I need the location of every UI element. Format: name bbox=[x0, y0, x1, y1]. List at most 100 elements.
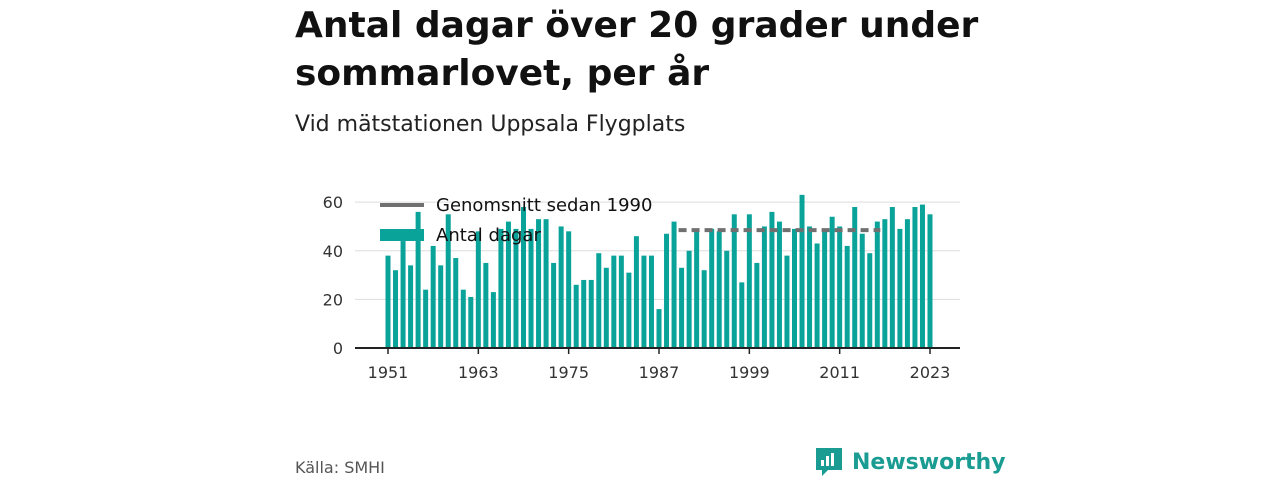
bar-2009 bbox=[822, 231, 828, 348]
bar-1951 bbox=[385, 255, 391, 348]
bar-2023 bbox=[927, 214, 933, 348]
bar-1969 bbox=[521, 207, 526, 348]
bar-2016 bbox=[874, 221, 880, 348]
brand-name: Newsworthy bbox=[852, 449, 1006, 475]
bar-1956 bbox=[423, 289, 429, 348]
bar-1974 bbox=[558, 226, 564, 348]
bar-1996 bbox=[724, 250, 730, 348]
bar-1981 bbox=[611, 255, 617, 348]
bar-1952 bbox=[393, 270, 399, 348]
bar-1967 bbox=[505, 221, 511, 348]
bar-2015 bbox=[867, 253, 873, 348]
x-tick-label: 1999 bbox=[729, 363, 770, 382]
bar-2021 bbox=[912, 207, 918, 348]
x-tick-label: 1951 bbox=[368, 363, 409, 382]
bar-1991 bbox=[686, 250, 692, 348]
bar-1997 bbox=[731, 214, 737, 348]
bar-2000 bbox=[754, 262, 760, 348]
legend-item-days: Antal dagar bbox=[380, 220, 652, 250]
bar-1977 bbox=[581, 279, 587, 348]
bar-1963 bbox=[475, 231, 481, 348]
bar-2006 bbox=[799, 194, 805, 348]
bar-1985 bbox=[641, 255, 647, 348]
bar-1986 bbox=[648, 255, 654, 348]
bar-1965 bbox=[490, 292, 496, 348]
bar-1968 bbox=[513, 228, 519, 348]
bar-2003 bbox=[776, 221, 782, 348]
legend-average-label: Genomsnitt sedan 1990 bbox=[436, 194, 653, 216]
bar-2002 bbox=[769, 211, 775, 348]
bar-1976 bbox=[573, 284, 579, 348]
y-tick-label: 20 bbox=[323, 290, 343, 309]
bar-1954 bbox=[408, 265, 414, 348]
bar-2022 bbox=[919, 204, 925, 348]
bar-2004 bbox=[784, 255, 790, 348]
x-tick-label: 1963 bbox=[458, 363, 499, 382]
bar-1978 bbox=[588, 279, 594, 348]
bar-1960 bbox=[453, 258, 459, 348]
legend: Genomsnitt sedan 1990 Antal dagar bbox=[380, 190, 652, 250]
bar-1999 bbox=[746, 214, 752, 348]
bar-2018 bbox=[889, 207, 895, 348]
bar-1962 bbox=[468, 296, 474, 348]
bars bbox=[385, 194, 933, 348]
bar-1984 bbox=[633, 236, 639, 348]
bar-1955 bbox=[415, 211, 421, 348]
bar-1971 bbox=[536, 219, 542, 348]
bar-1972 bbox=[543, 219, 549, 348]
bar-1975 bbox=[566, 231, 572, 348]
bar-2017 bbox=[882, 219, 888, 348]
bar-1987 bbox=[656, 309, 662, 348]
y-tick-label: 60 bbox=[323, 193, 343, 212]
bar-2012 bbox=[844, 245, 850, 348]
bar-1998 bbox=[739, 282, 745, 348]
bar-1993 bbox=[701, 270, 707, 348]
bar-1953 bbox=[400, 241, 406, 348]
y-axis-labels: 0 20 40 60 bbox=[323, 193, 343, 358]
bar-2005 bbox=[792, 228, 797, 348]
bar-2020 bbox=[904, 219, 910, 348]
legend-average-swatch bbox=[380, 203, 424, 207]
bar-1990 bbox=[679, 267, 685, 348]
bar-1958 bbox=[438, 265, 444, 348]
bar-2019 bbox=[897, 228, 903, 348]
bar-1994 bbox=[709, 228, 715, 348]
bar-1982 bbox=[618, 255, 624, 348]
bar-2007 bbox=[807, 226, 813, 348]
bar-2011 bbox=[837, 226, 843, 348]
bar-1970 bbox=[528, 228, 534, 348]
x-tick-label: 2023 bbox=[910, 363, 951, 382]
bar-1966 bbox=[498, 228, 504, 348]
x-tick-label: 1975 bbox=[548, 363, 589, 382]
bar-1983 bbox=[626, 272, 632, 348]
bar-1980 bbox=[603, 267, 609, 348]
bar-1964 bbox=[483, 262, 489, 348]
bar-chart: 0 20 40 60 1951 1963 1975 1987 1999 2011 2023 bbox=[323, 193, 960, 382]
bar-1995 bbox=[716, 231, 722, 348]
brand-logo: Newsworthy bbox=[814, 446, 1006, 478]
bar-1959 bbox=[445, 214, 451, 348]
bar-1989 bbox=[671, 221, 677, 348]
source-note: Källa: SMHI bbox=[295, 458, 385, 477]
bar-1992 bbox=[694, 228, 700, 348]
bar-2010 bbox=[829, 216, 835, 348]
average-line bbox=[355, 228, 960, 349]
bar-2013 bbox=[852, 207, 858, 348]
bar-1988 bbox=[664, 233, 670, 348]
legend-days-label: Antal dagar bbox=[436, 224, 541, 246]
bar-1979 bbox=[596, 253, 602, 348]
bar-2001 bbox=[761, 226, 767, 348]
legend-item-average: Genomsnitt sedan 1990 bbox=[380, 190, 652, 220]
bar-1961 bbox=[460, 289, 466, 348]
legend-days-swatch bbox=[380, 229, 424, 241]
x-tick-label: 1987 bbox=[639, 363, 680, 382]
x-tick-label: 2011 bbox=[819, 363, 860, 382]
y-tick-label: 0 bbox=[333, 339, 343, 358]
chart-title: Antal dagar över 20 grader under sommarl… bbox=[295, 5, 979, 94]
bar-2014 bbox=[859, 233, 865, 348]
bar-1973 bbox=[551, 262, 557, 348]
newsworthy-logo-icon bbox=[816, 448, 842, 476]
bar-1957 bbox=[430, 245, 436, 348]
x-axis-labels: 1951 1963 1975 1987 1999 2011 2023 bbox=[368, 348, 951, 382]
bar-2008 bbox=[814, 243, 820, 348]
